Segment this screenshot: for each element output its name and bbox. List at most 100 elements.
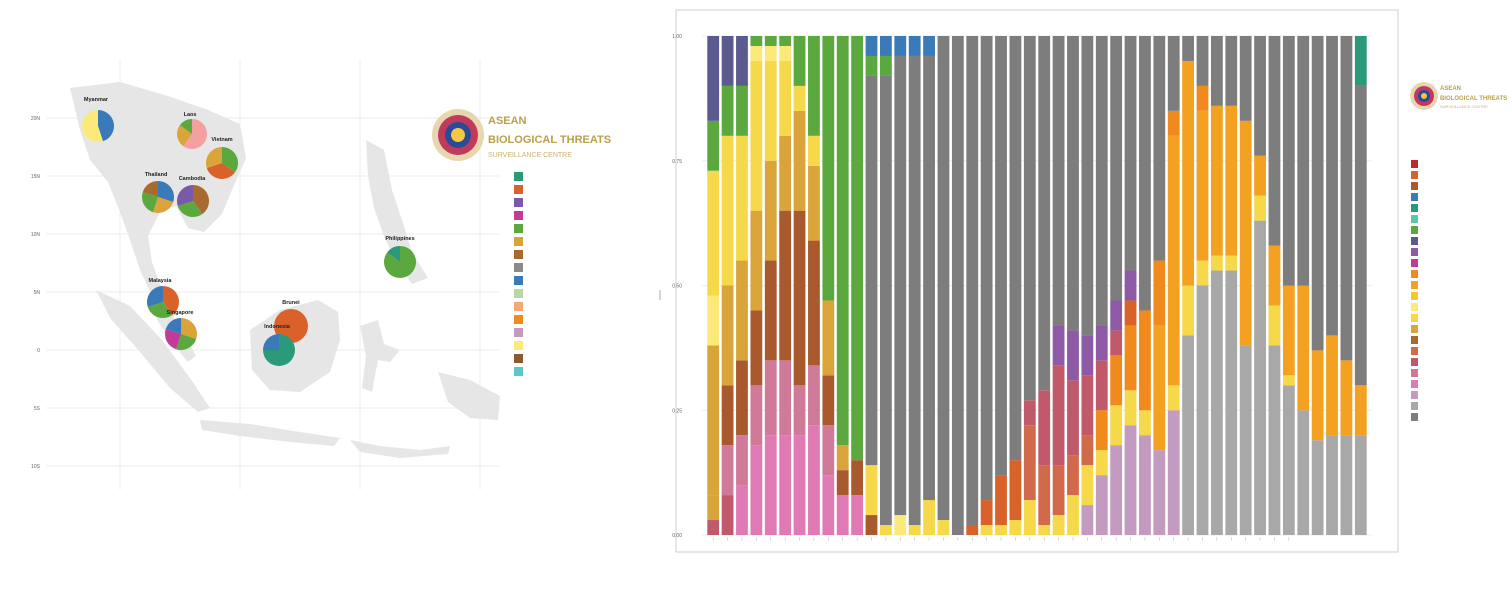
country-label: Singapore (167, 310, 194, 316)
bar-legend-swatch (1411, 259, 1418, 267)
bar-segment (1153, 260, 1166, 326)
bar-segment (1182, 335, 1195, 535)
bar-segment (1297, 285, 1310, 411)
bar-stack (995, 36, 1007, 535)
bar-segment (1182, 36, 1195, 61)
bar-stack (1254, 36, 1266, 535)
bar-segment (1052, 465, 1065, 516)
bar-segment (1124, 390, 1137, 426)
pie-thailand: Thailand (142, 172, 175, 213)
bar-segment (793, 85, 806, 111)
bar-legend-swatch (1411, 226, 1418, 234)
bar-stack (951, 36, 964, 535)
bar-stack (908, 36, 921, 535)
bar-segment (1095, 475, 1108, 535)
bar-stack (793, 36, 806, 535)
bar-segment (750, 36, 763, 46)
bar-segment (779, 36, 792, 46)
bar-segment (1268, 305, 1281, 346)
bar-legend-swatch (1411, 215, 1418, 223)
pie-indonesia: Indonesia (263, 324, 295, 366)
pie-slice (179, 119, 192, 134)
bar-segment (1196, 36, 1209, 86)
bar-segment (1297, 410, 1310, 535)
bar-stack (1038, 36, 1051, 535)
bar-stack (736, 36, 748, 535)
bar-stack (937, 36, 950, 535)
bar-stack (1297, 36, 1310, 535)
bar-stack (1182, 36, 1195, 535)
bar-segment (1326, 335, 1338, 436)
bar-segment (779, 435, 792, 535)
bar-segment (879, 36, 892, 56)
bar-segment (1038, 465, 1051, 526)
pie-slice (177, 125, 192, 147)
bar-segment (923, 36, 935, 56)
bar-segment (721, 135, 734, 286)
bar-stack (1023, 36, 1036, 535)
bar-segment (764, 45, 777, 61)
map-y-axis: 20N 15N 10N 5N 0 5S 10S (31, 116, 41, 470)
map-y-tick: 15N (31, 174, 41, 180)
bar-legend-swatch (1411, 336, 1418, 344)
bar-segment (736, 485, 748, 535)
bars (707, 36, 1367, 535)
bar-stack (1311, 36, 1324, 535)
bar-segment (879, 75, 892, 526)
bar-segment (1167, 36, 1180, 111)
bar-segment (1282, 36, 1295, 286)
bar-segment (937, 520, 950, 535)
land-papua (438, 372, 500, 420)
map-legend-swatch (514, 341, 523, 350)
bar-segment (721, 445, 734, 496)
bar-segment (1023, 500, 1036, 535)
bar-segment (1210, 255, 1223, 271)
bar-legend-swatch (1411, 171, 1418, 179)
logo-line2: BIOLOGICAL THREATS (488, 134, 611, 146)
bar-stack (764, 36, 777, 535)
bar-segment (1067, 330, 1079, 381)
bar-segment (894, 55, 907, 516)
country-label: Laos (184, 112, 197, 118)
bar-segment (750, 60, 763, 211)
bar-segment (966, 36, 979, 526)
bar-segment (1139, 36, 1151, 311)
bar-stack (1196, 36, 1209, 535)
bar-segment (1167, 110, 1180, 136)
bar-segment (1081, 465, 1094, 506)
map-y-tick: 5N (34, 290, 41, 296)
bar-segment (1326, 36, 1338, 336)
bar-segment (1067, 455, 1079, 496)
bar-segment (879, 55, 892, 76)
bar-segment (822, 425, 835, 476)
bar-segment (1239, 36, 1252, 121)
bar-x-axis (712, 537, 1290, 541)
bar-y-tick: 1.00 (672, 34, 682, 40)
bar-segment (1081, 335, 1094, 376)
map-y-tick: 20N (31, 116, 41, 122)
bar-stack (1067, 36, 1079, 535)
logo-emblem-core (451, 128, 465, 142)
map-y-tick: 10S (31, 464, 41, 470)
bar-legend-swatch (1411, 347, 1418, 355)
bar-segment (894, 515, 907, 535)
bar-segment (764, 160, 777, 261)
country-label: Philippines (385, 236, 414, 242)
bar-segment (1153, 450, 1166, 535)
bar-legend-swatch (1411, 292, 1418, 300)
bar-segment (1124, 325, 1137, 391)
bar-segment (1067, 380, 1079, 456)
logo-small-emblem-core (1421, 93, 1427, 99)
bar-stack (1124, 36, 1137, 535)
bar-segment (865, 75, 878, 466)
bar-segment (980, 500, 993, 526)
bar-segment (1254, 155, 1266, 196)
bar-segment (1139, 310, 1151, 411)
bar-segment (851, 495, 864, 535)
pie-slice (147, 286, 163, 307)
bar-segment (894, 36, 907, 56)
bar-segment (966, 525, 979, 535)
bar-legend-swatch (1411, 314, 1418, 322)
pie-slice (176, 185, 193, 206)
logo-small-line2: BIOLOGICAL THREATS (1440, 96, 1507, 102)
